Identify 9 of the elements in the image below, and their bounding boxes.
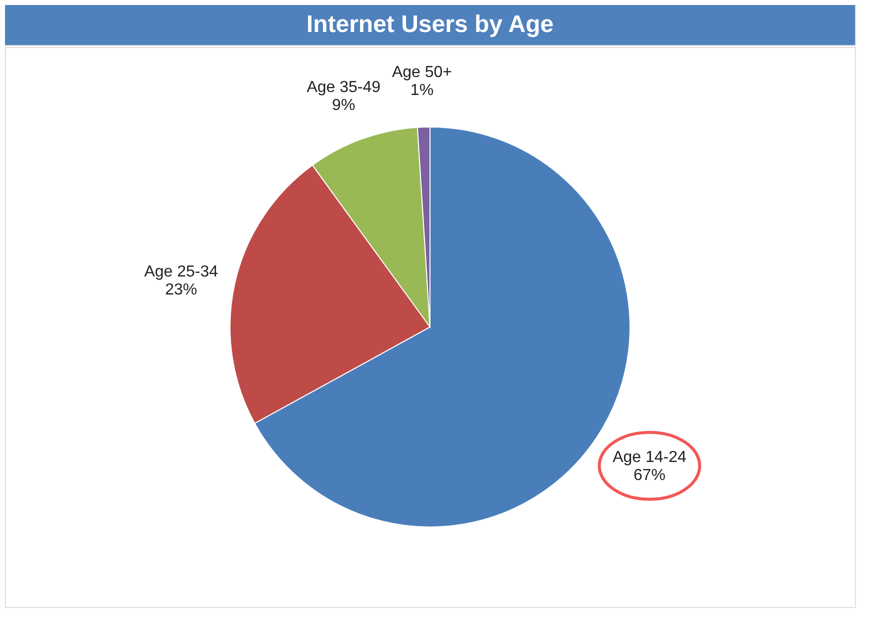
slice-label: Age 25-34	[144, 263, 218, 280]
slice-label: Age 14-24	[612, 448, 687, 466]
data-label: 9%	[332, 97, 356, 114]
chart-title: Internet Users by Age	[306, 11, 554, 38]
slice-label: Age 35-49	[306, 79, 381, 96]
data-label: 1%	[410, 82, 434, 100]
slice-label: Age 50+	[392, 64, 452, 82]
data-label: 67%	[633, 466, 666, 484]
data-label: 23%	[165, 281, 198, 298]
